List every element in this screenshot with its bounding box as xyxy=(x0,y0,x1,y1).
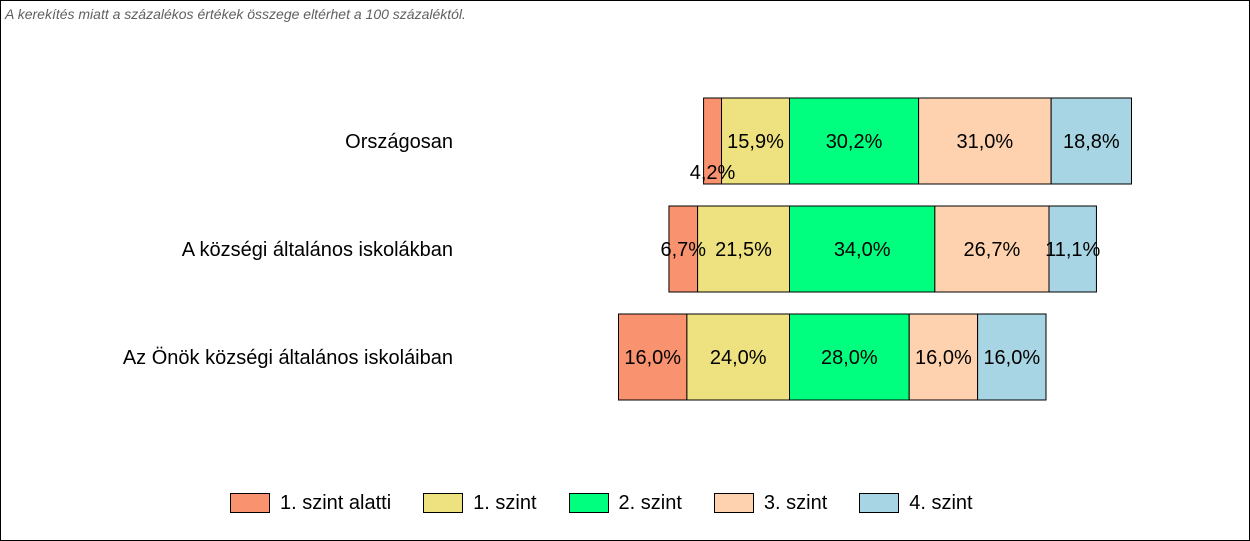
category-label: Az Önök községi általános iskoláiban xyxy=(123,347,453,369)
legend-item: 1. szint xyxy=(423,491,537,515)
data-label: 30,2% xyxy=(826,131,883,153)
data-label: 18,8% xyxy=(1063,131,1120,153)
legend-item: 4. szint xyxy=(859,491,973,515)
stacked-bar-chart: Országosan 4,2% 15,9% 30,2% 31,0% 18,8% A közs… xyxy=(123,97,1133,401)
legend-item: 3. szint xyxy=(713,491,828,515)
bar-segment xyxy=(918,97,1052,185)
bar-segment xyxy=(1050,97,1133,185)
legend: 1. szint alatti 1. szint 2. szint 3. szint 4… xyxy=(230,491,1005,515)
bar-segment xyxy=(977,313,1047,401)
bar-segment xyxy=(789,205,936,293)
legend-swatch xyxy=(423,493,464,513)
legend-item: 1. szint alatti xyxy=(230,492,391,515)
data-label: 15,9% xyxy=(727,131,784,153)
data-label: 26,7% xyxy=(964,239,1021,261)
bar-segment xyxy=(668,205,699,293)
data-label: 31,0% xyxy=(957,131,1014,153)
data-label: 16,0% xyxy=(983,347,1040,369)
data-label: 11,1% xyxy=(1045,239,1100,261)
data-label: 28,0% xyxy=(821,347,878,369)
bar-segment xyxy=(686,313,791,401)
data-label: 24,0% xyxy=(710,347,767,369)
data-label: 34,0% xyxy=(834,239,891,261)
bar-segment xyxy=(697,205,791,293)
legend-label: 1. szint xyxy=(473,491,537,514)
legend-swatch xyxy=(713,493,754,513)
data-label: 21,5% xyxy=(715,239,772,261)
bar-segment xyxy=(789,313,910,401)
data-label: 4,2% xyxy=(690,162,736,184)
bar-segment xyxy=(721,97,791,185)
bar-segment xyxy=(934,205,1050,293)
category-label: Országosan xyxy=(345,131,453,153)
legend-swatch xyxy=(859,493,900,513)
legend-swatch xyxy=(568,493,609,513)
data-label: 16,0% xyxy=(624,347,681,369)
data-label: 16,0% xyxy=(915,347,972,369)
category-label: A községi általános iskolákban xyxy=(182,239,453,261)
bar-segment xyxy=(618,313,688,401)
bar-segment xyxy=(1048,205,1097,293)
legend-label: 2. szint xyxy=(618,491,682,514)
data-label: 6,7% xyxy=(660,239,706,261)
rounding-note: A kerekítés miatt a százalékos értékek ö… xyxy=(5,6,466,22)
legend-label: 4. szint xyxy=(909,491,973,514)
legend-swatch xyxy=(230,493,270,513)
legend-item: 2. szint xyxy=(568,491,682,515)
legend-label: 1. szint alatti xyxy=(280,491,392,514)
legend-label: 3. szint xyxy=(763,491,828,514)
